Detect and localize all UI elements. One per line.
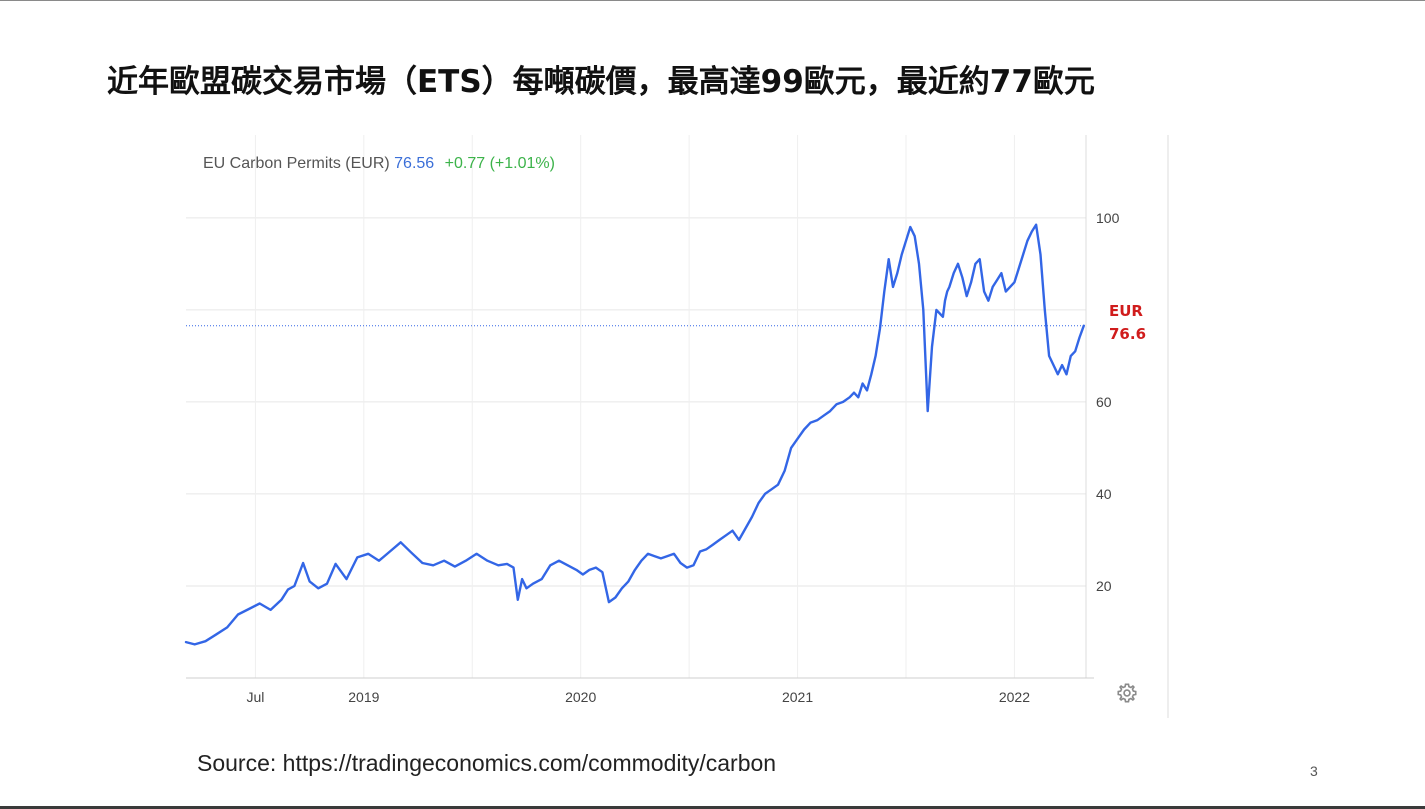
chart-series-name: EU Carbon Permits (EUR) — [203, 155, 390, 172]
gear-icon[interactable] — [1116, 682, 1138, 704]
bottom-rule — [0, 806, 1425, 809]
price-series-line — [184, 223, 1086, 646]
y-tick-label: 20 — [1096, 578, 1112, 594]
chart-current-price: 76.56 — [394, 155, 435, 172]
top-rule — [0, 0, 1425, 1]
chart-price-change: +0.77 (+1.01%) — [444, 155, 555, 172]
x-tick-label: 2022 — [999, 689, 1030, 705]
y-tick-label: 60 — [1096, 394, 1112, 410]
source-citation: Source: https://tradingeconomics.com/com… — [197, 750, 777, 776]
current-value-label: EUR 76.6 — [1101, 300, 1167, 350]
page-number: 3 — [1310, 763, 1318, 779]
x-tick-label: 2020 — [565, 689, 596, 705]
current-value-currency: EUR — [1109, 302, 1143, 320]
y-tick-label: 100 — [1096, 210, 1120, 226]
y-tick-label: 40 — [1096, 486, 1112, 502]
x-tick-label: 2019 — [348, 689, 379, 705]
x-tick-label: 2021 — [782, 689, 813, 705]
x-tick-label: Jul — [246, 689, 264, 705]
chart-header: EU Carbon Permits (EUR) 76.56 +0.77 (+1.… — [203, 155, 555, 173]
current-value-number: 76.6 — [1109, 325, 1147, 343]
slide-title: 近年歐盟碳交易市場（ETS）每噸碳價，最高達99歐元，最近約77歐元 — [107, 64, 1095, 100]
